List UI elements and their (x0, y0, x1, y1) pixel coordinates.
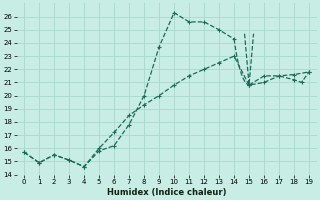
X-axis label: Humidex (Indice chaleur): Humidex (Indice chaleur) (107, 188, 226, 197)
